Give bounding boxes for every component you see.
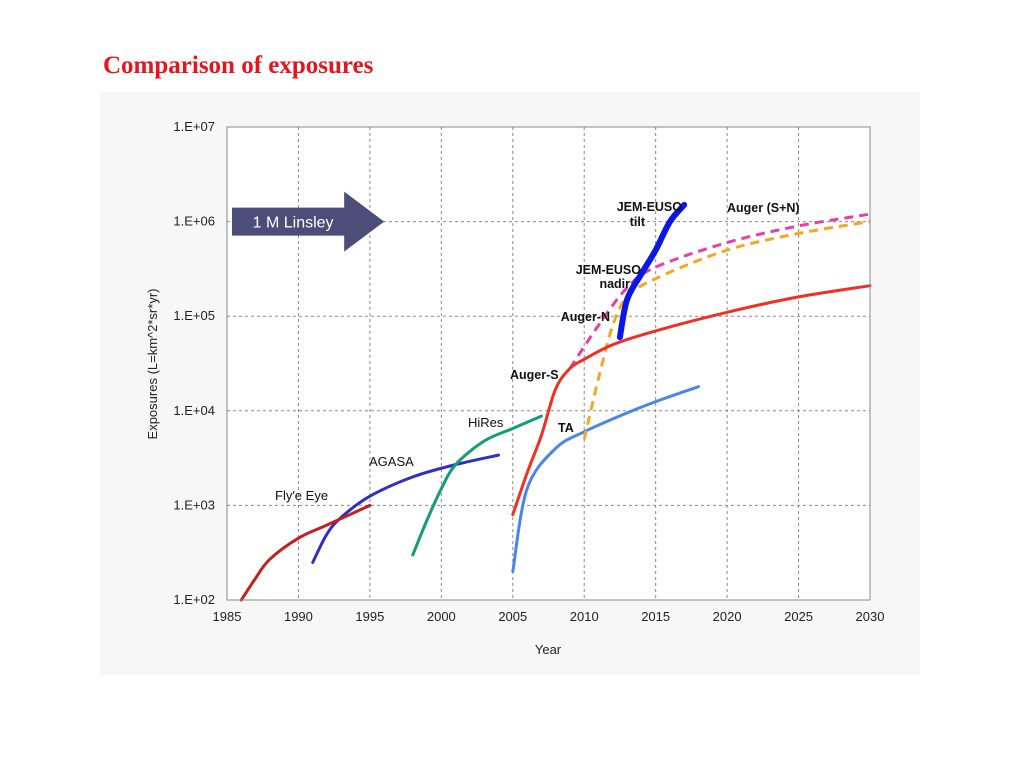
x-tick-label: 1990 <box>284 609 313 624</box>
series-label: HiRes <box>468 415 504 430</box>
linsley-arrow: 1 M Linsley <box>232 191 385 252</box>
series-label: JEM-EUSO <box>576 263 642 277</box>
exposure-chart: 1985 1990 1995 2000 2005 2010 2015 2020 2025 2030… <box>145 119 884 657</box>
x-tick-label: 2020 <box>713 609 742 624</box>
x-tick-label: 2005 <box>498 609 527 624</box>
x-tick-label: 1985 <box>213 609 242 624</box>
y-tick-label: 1.E+07 <box>173 119 215 134</box>
series-label: tilt <box>630 215 646 229</box>
series-label: AGASA <box>369 454 414 469</box>
series-label: Fly'e Eye <box>275 488 328 503</box>
y-axis-title: Exposures (L=km^2*sr*yr) <box>145 289 160 440</box>
x-tick-label: 2000 <box>427 609 456 624</box>
series-line-ta <box>511 385 700 573</box>
plot-frame <box>226 126 871 601</box>
y-tick-label: 1.E+02 <box>173 592 215 607</box>
x-tick-label: 2025 <box>784 609 813 624</box>
series-label: Auger-S <box>510 368 559 382</box>
x-tick-label: 2030 <box>856 609 885 624</box>
series-line-hires <box>411 414 543 557</box>
series-line-fly-e-eye <box>239 503 372 602</box>
x-axis-title: Year <box>535 642 562 657</box>
y-tick-label: 1.E+03 <box>173 497 215 512</box>
plot-area <box>227 127 870 600</box>
series-label: Auger-N <box>561 310 610 324</box>
series-line-auger-n <box>582 220 871 440</box>
chart-panel: 1985 1990 1995 2000 2005 2010 2015 2020 2025 2030… <box>100 92 920 675</box>
x-tick-label: 2015 <box>641 609 670 624</box>
y-tick-label: 1.E+05 <box>173 308 215 323</box>
x-tick-label: 2010 <box>570 609 599 624</box>
series-layer <box>239 201 872 602</box>
series-line-jem-euso <box>616 201 688 341</box>
series-label: JEM-EUSO <box>617 200 683 214</box>
series-labels: Fly'e Eye AGASA HiRes Auger-S TA Auger-N JEM-E… <box>275 200 800 503</box>
y-tick-label: 1.E+04 <box>173 403 215 418</box>
series-line-auger-s <box>511 284 872 517</box>
x-tick-label: 1995 <box>355 609 384 624</box>
tick-labels: 1985 1990 1995 2000 2005 2010 2015 2020 2025 2030… <box>173 119 884 624</box>
y-tick-label: 1.E+06 <box>173 214 215 229</box>
series-label: nadir <box>599 277 630 291</box>
grid-lines <box>227 127 870 600</box>
series-label: Auger (S+N) <box>727 201 800 215</box>
arrow-shape <box>232 191 385 252</box>
series-label: TA <box>558 421 574 435</box>
page-title: Comparison of exposures <box>103 52 374 79</box>
arrow-label: 1 M Linsley <box>253 215 334 232</box>
series-line-auger-s-n <box>568 212 871 370</box>
